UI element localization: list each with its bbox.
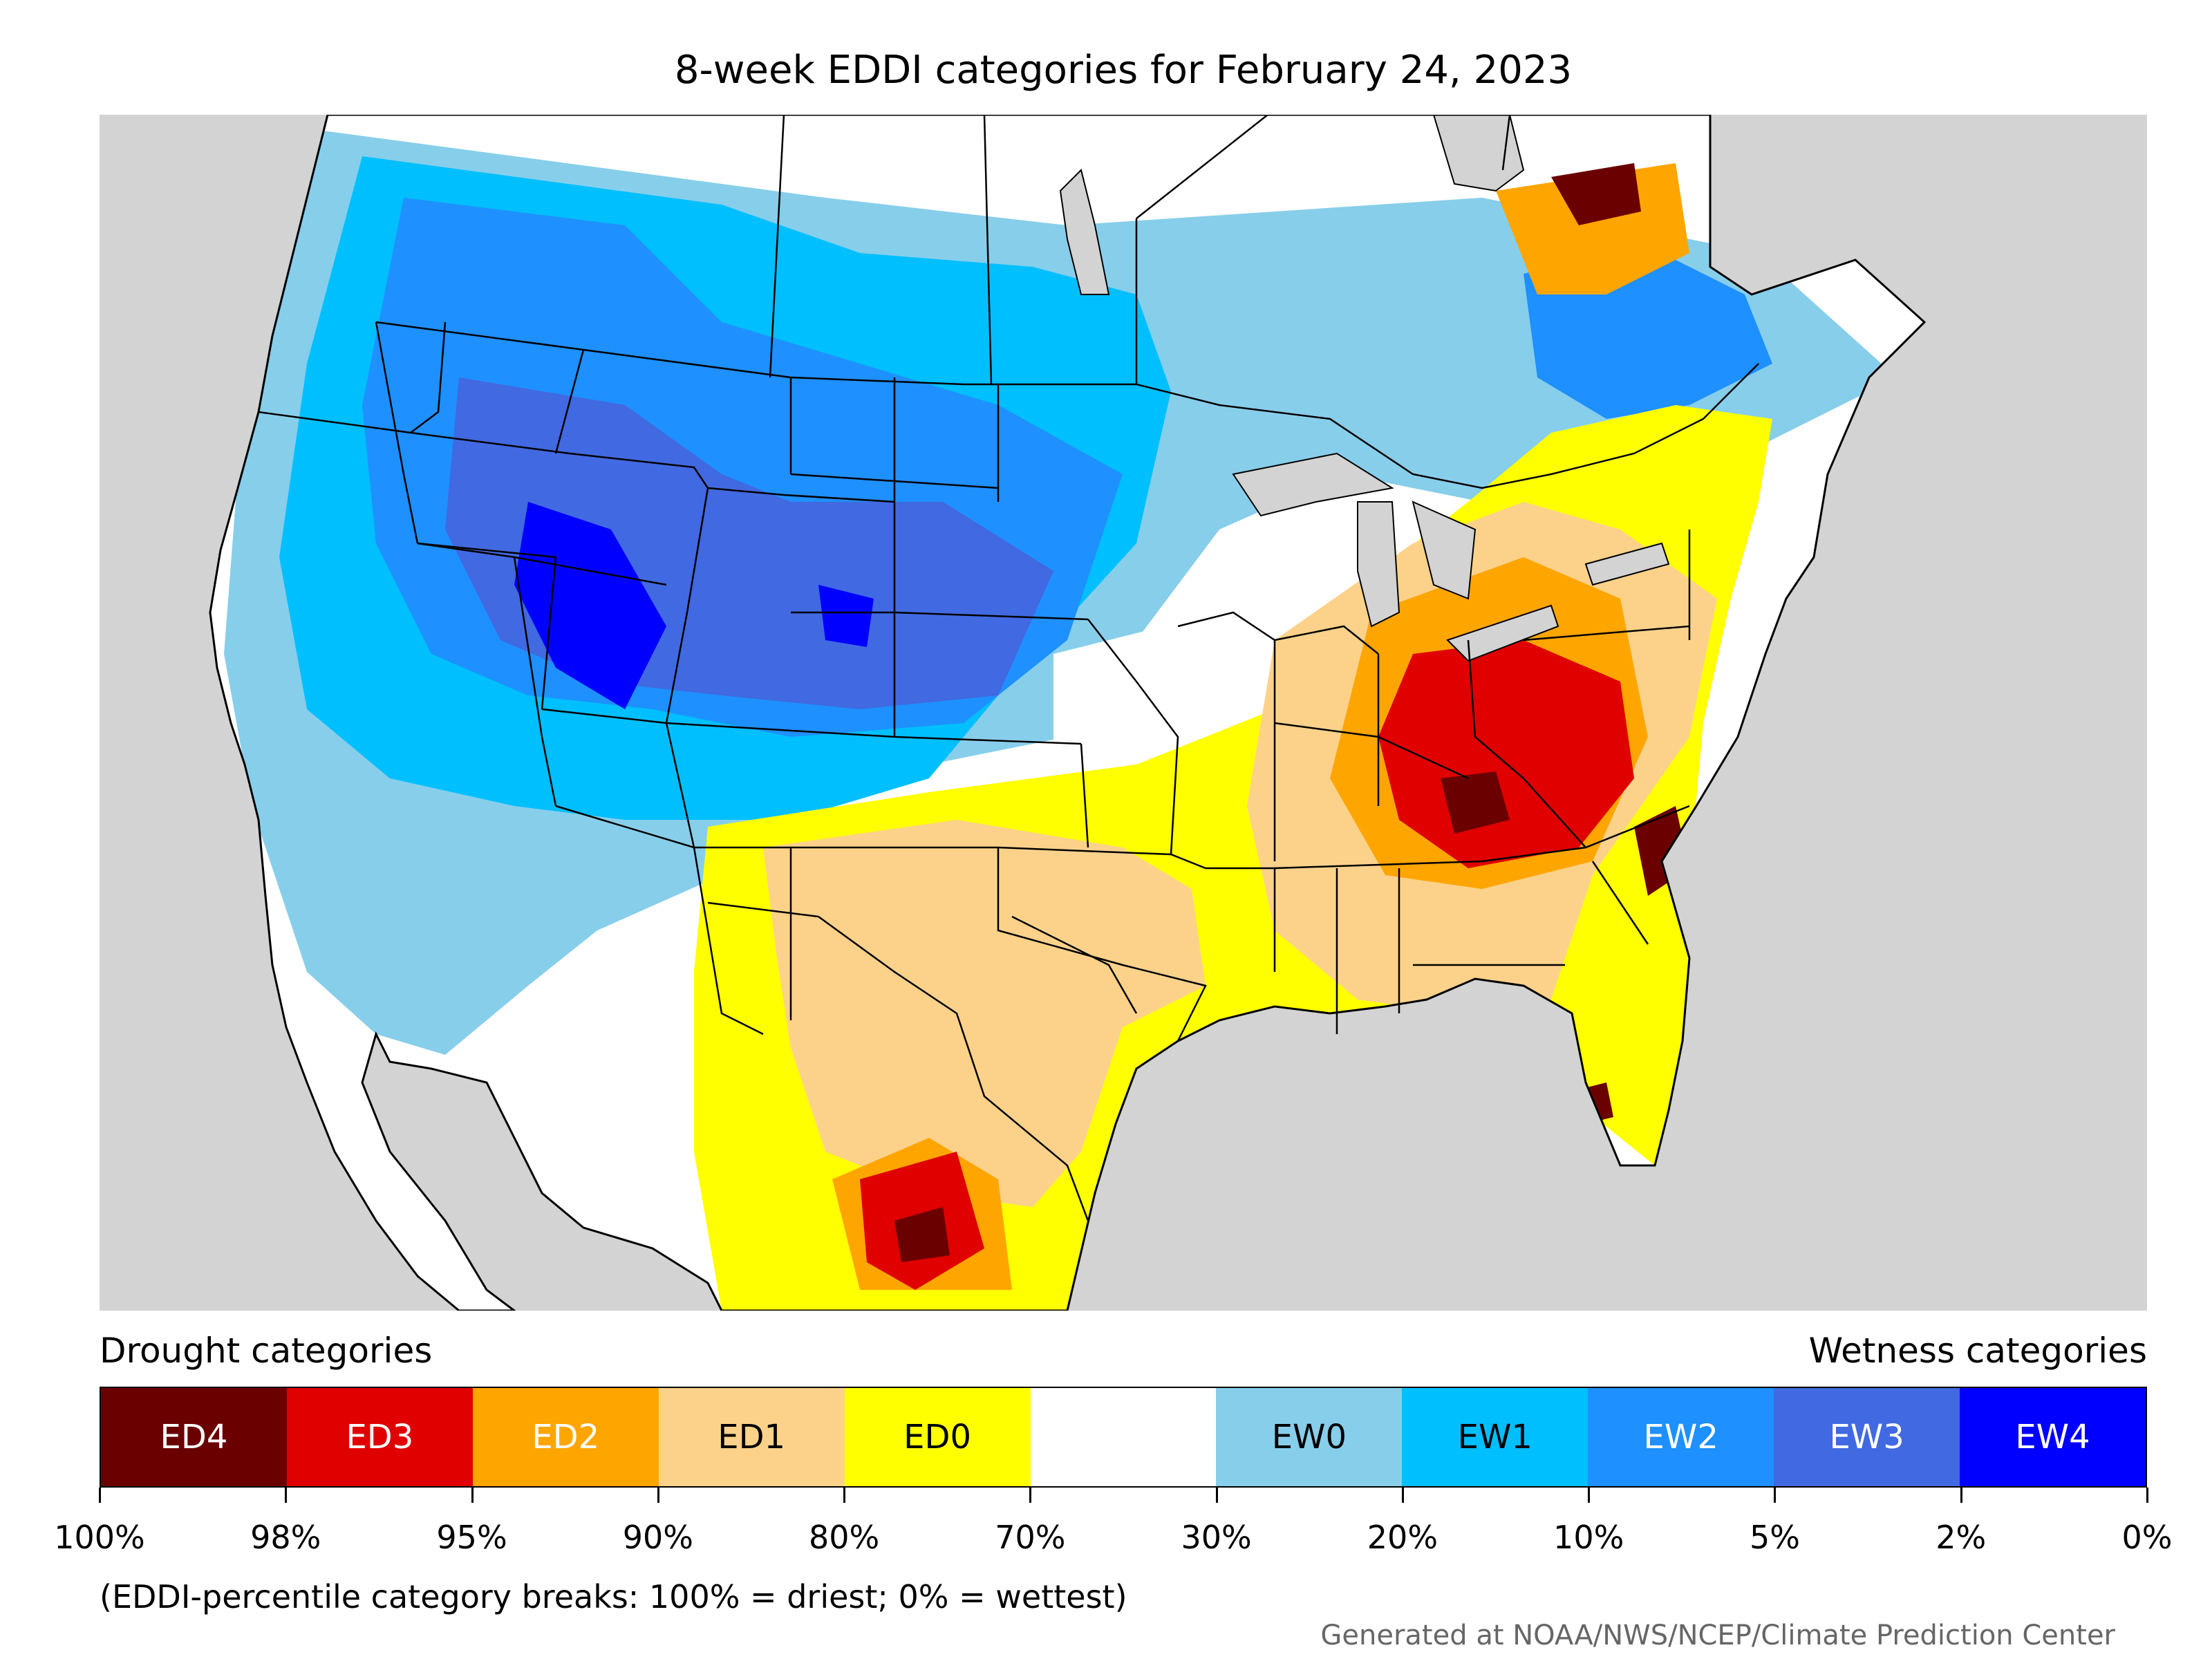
- colorbar-tick: [99, 1488, 101, 1503]
- colorbar-tick-label: 70%: [995, 1519, 1066, 1556]
- colorbar-tick-label: 30%: [1181, 1519, 1252, 1556]
- credit-line: Generated at NOAA/NWS/NCEP/Climate Predi…: [1320, 1620, 2115, 1651]
- colorbar-tick-label: 2%: [1936, 1519, 1987, 1556]
- colorbar-tick: [657, 1488, 659, 1503]
- colorbar-cell-ed4: ED4: [101, 1388, 287, 1486]
- colorbar-cell-ed1: ED1: [658, 1388, 845, 1486]
- colorbar-tick: [1588, 1488, 1591, 1503]
- wetness-categories-heading: Wetness categories: [1808, 1331, 2147, 1371]
- ed4-region: [1441, 771, 1510, 834]
- colorbar-cell-ew0: EW0: [1216, 1388, 1403, 1486]
- ed1-region: [763, 820, 1206, 1207]
- category-colorbar: ED4 ED3 ED2 ED1 ED0 EW0 EW1 EW2 EW3 EW4: [100, 1387, 2147, 1488]
- ew4-region-2: [818, 585, 874, 647]
- state-boundaries: [258, 115, 1759, 1221]
- colorbar-tick-label: 90%: [622, 1519, 693, 1556]
- colorbar-cell-ew4: EW4: [1960, 1388, 2146, 1486]
- colorbar-tick-label: 10%: [1553, 1519, 1624, 1556]
- colorbar-ticks: [99, 1488, 2148, 1504]
- colorbar-tick-label: 5%: [1749, 1519, 1800, 1556]
- ed3-region: [1378, 640, 1634, 868]
- colorbar-tick: [285, 1488, 288, 1503]
- colorbar-tick-label: 98%: [250, 1519, 321, 1556]
- colorbar-tick-label: 100%: [54, 1519, 145, 1556]
- ew4-region: [514, 502, 666, 709]
- colorbar-tick-labels: 100% 98% 95% 90% 80% 70% 30% 20% 10% 5% 2% 0%: [54, 1517, 2172, 1561]
- colorbar-cell-ew1: EW1: [1402, 1388, 1588, 1486]
- colorbar-cell-ew2: EW2: [1588, 1388, 1774, 1486]
- colorbar-cell-ed3: ED3: [286, 1388, 473, 1486]
- colorbar-tick: [1774, 1488, 1777, 1503]
- colorbar-tick-label: 80%: [808, 1519, 880, 1556]
- ed4-region-quebec: [1551, 163, 1641, 225]
- colorbar-cell-ew3: EW3: [1774, 1388, 1960, 1486]
- eddi-map: [100, 115, 2147, 1311]
- colorbar-tick: [471, 1488, 474, 1503]
- ed4-region-mx: [894, 1207, 950, 1262]
- colorbar-tick: [1401, 1488, 1404, 1503]
- eddi-category-fills: [224, 129, 1897, 1311]
- colorbar-tick: [1960, 1488, 1962, 1503]
- colorbar-tick-label: 0%: [2121, 1519, 2173, 1556]
- colorbar-cell-neutral: [1030, 1388, 1217, 1486]
- drought-categories-heading: Drought categories: [100, 1331, 433, 1371]
- colorbar-tick: [843, 1488, 846, 1503]
- colorbar-tick: [1029, 1488, 1032, 1503]
- colorbar-tick-label: 20%: [1367, 1519, 1438, 1556]
- map-title: 8-week EDDI categories for February 24, …: [674, 48, 1573, 93]
- colorbar-cell-ed0: ED0: [844, 1388, 1031, 1486]
- category-breaks-note: (EDDI-percentile category breaks: 100% =…: [100, 1578, 1127, 1615]
- colorbar-tick-label: 95%: [436, 1519, 507, 1556]
- great-lakes: [1059, 115, 1670, 662]
- colorbar-tick: [2146, 1488, 2148, 1503]
- colorbar-tick: [1215, 1488, 1218, 1503]
- colorbar-cell-ed2: ED2: [472, 1388, 659, 1486]
- ed2-region-northeast: [1496, 163, 1689, 294]
